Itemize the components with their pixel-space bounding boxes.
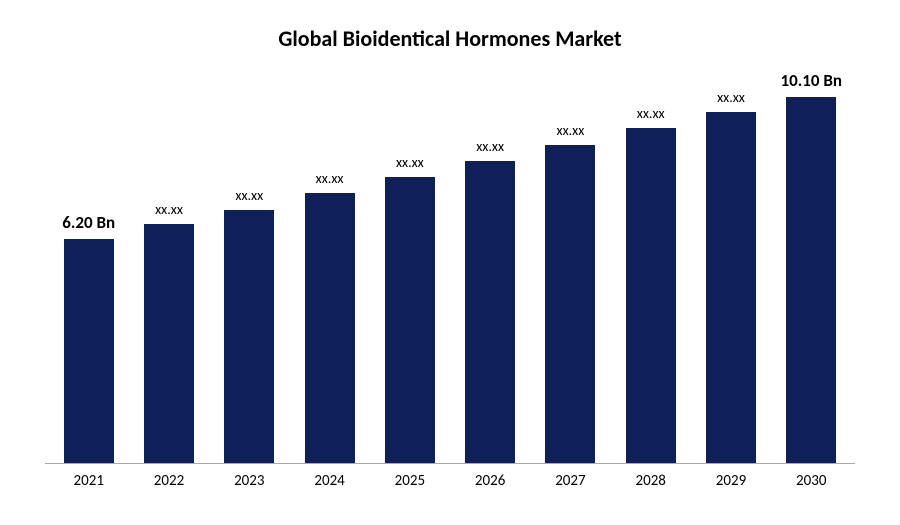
bar-value-label: xx.xx	[396, 154, 424, 171]
chart-title: Global Bioidentical Hormones Market	[45, 25, 855, 52]
chart-container: Global Bioidentical Hormones Market 6.20…	[0, 0, 900, 525]
bar-group: 10.10 Bn	[776, 97, 847, 463]
bar-group: xx.xx	[615, 128, 686, 463]
bar-value-label: 6.20 Bn	[62, 212, 115, 233]
bar-group: 6.20 Bn	[53, 239, 124, 463]
bar-group: xx.xx	[133, 224, 204, 463]
bar	[626, 128, 676, 463]
x-axis-tick: 2029	[695, 472, 766, 490]
bar-value-label: xx.xx	[155, 201, 183, 218]
bar	[144, 224, 194, 463]
x-axis-tick: 2022	[133, 472, 204, 490]
bar	[305, 193, 355, 463]
bar-value-label: xx.xx	[235, 187, 263, 204]
x-axis-tick: 2027	[535, 472, 606, 490]
x-axis-tick: 2023	[214, 472, 285, 490]
bar	[545, 145, 595, 463]
bar	[64, 239, 114, 463]
x-axis-tick: 2021	[53, 472, 124, 490]
bar	[224, 210, 274, 463]
bar-group: xx.xx	[294, 193, 365, 463]
bar-group: xx.xx	[535, 145, 606, 463]
bar-group: xx.xx	[214, 210, 285, 463]
bar-value-label: xx.xx	[557, 122, 585, 139]
plot-area: 6.20 Bnxx.xxxx.xxxx.xxxx.xxxx.xxxx.xxxx.…	[45, 82, 855, 464]
bar-value-label: 10.10 Bn	[780, 70, 842, 91]
bar-value-label: xx.xx	[476, 138, 504, 155]
bar	[465, 161, 515, 463]
bar-value-label: xx.xx	[316, 170, 344, 187]
x-axis: 2021 2022 2023 2024 2025 2026 2027 2028 2029 2030	[45, 464, 855, 490]
x-axis-tick: 2026	[454, 472, 525, 490]
bar-value-label: xx.xx	[637, 105, 665, 122]
bar	[706, 112, 756, 463]
bar	[385, 177, 435, 463]
bar-group: xx.xx	[374, 177, 445, 463]
x-axis-tick: 2030	[776, 472, 847, 490]
bar	[786, 97, 836, 463]
bar-group: xx.xx	[454, 161, 525, 463]
bar-group: xx.xx	[695, 112, 766, 463]
bar-value-label: xx.xx	[717, 89, 745, 106]
x-axis-tick: 2028	[615, 472, 686, 490]
x-axis-tick: 2025	[374, 472, 445, 490]
x-axis-tick: 2024	[294, 472, 365, 490]
